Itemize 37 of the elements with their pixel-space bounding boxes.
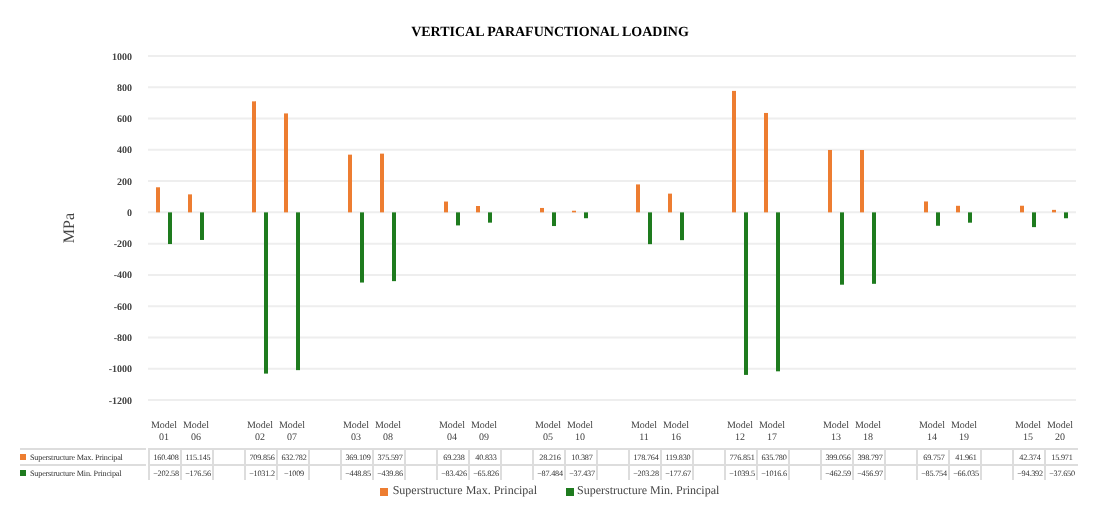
bar	[732, 90, 736, 213]
bar	[392, 212, 396, 282]
bar	[968, 212, 972, 223]
bar	[348, 154, 352, 213]
bar	[636, 184, 640, 213]
bar	[764, 112, 768, 213]
bar	[776, 212, 780, 372]
bar	[252, 101, 256, 213]
bar	[1032, 212, 1036, 228]
bar	[840, 212, 844, 285]
bar	[552, 212, 556, 227]
bar	[456, 212, 460, 226]
bar	[828, 149, 832, 213]
bar	[860, 150, 864, 213]
bar	[444, 201, 448, 213]
bar	[872, 212, 876, 284]
bar	[200, 212, 204, 240]
bar	[584, 212, 588, 219]
bar	[476, 205, 480, 213]
y-axis-title: MPa	[59, 212, 78, 244]
bar	[360, 212, 364, 283]
bar	[188, 194, 192, 213]
bar	[668, 193, 672, 213]
bar	[156, 187, 160, 213]
bar	[488, 212, 492, 223]
bar	[380, 153, 384, 213]
bar	[648, 212, 652, 245]
bar	[264, 212, 268, 374]
bar	[168, 212, 172, 245]
bar	[284, 113, 288, 213]
bar	[1064, 212, 1068, 219]
bar	[924, 201, 928, 213]
bar	[680, 212, 684, 241]
bar	[956, 205, 960, 213]
bar	[296, 212, 300, 371]
bar	[936, 212, 940, 226]
bar	[744, 212, 748, 375]
